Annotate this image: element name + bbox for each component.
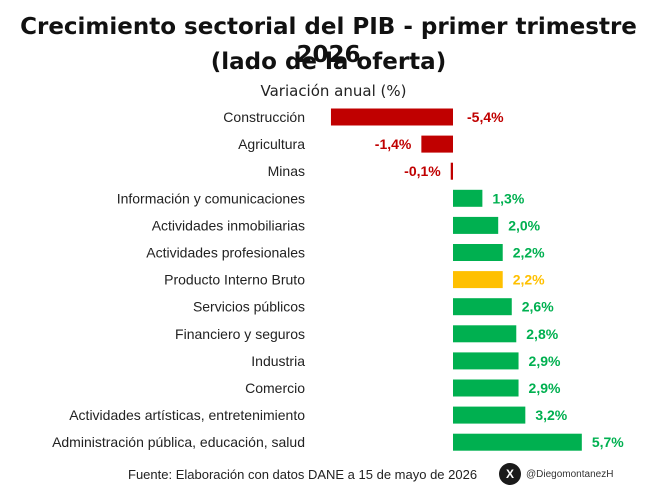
value-label: 1,3%: [492, 190, 524, 206]
category-label: Actividades profesionales: [146, 245, 305, 261]
category-label: Minas: [268, 163, 305, 179]
value-label: 2,6%: [522, 299, 554, 315]
bar: [453, 433, 582, 451]
category-label: Actividades inmobiliarias: [152, 217, 305, 233]
bar: [453, 189, 483, 207]
category-label: Industria: [251, 353, 305, 369]
value-label: 5,7%: [592, 434, 624, 450]
x-logo-icon: X: [499, 463, 521, 485]
value-label: 3,2%: [535, 407, 567, 423]
bar: [453, 271, 503, 289]
chart-title-line2: (lado de la oferta): [210, 49, 447, 75]
value-label: 2,9%: [529, 380, 561, 396]
category-label: Información y comunicaciones: [117, 190, 305, 206]
category-label: Construcción: [223, 109, 305, 125]
category-label: Comercio: [245, 380, 305, 396]
value-label: -0,1%: [404, 163, 441, 179]
category-label: Financiero y seguros: [175, 326, 305, 342]
source-note: Fuente: Elaboración con datos DANE a 15 …: [128, 467, 478, 482]
bar: [453, 244, 503, 261]
value-label: -1,4%: [375, 136, 412, 152]
category-label: Agricultura: [238, 136, 305, 152]
category-label: Actividades artísticas, entretenimiento: [69, 407, 305, 423]
value-label: 2,2%: [513, 245, 545, 261]
bar: [330, 108, 453, 126]
bar: [453, 406, 526, 424]
bar: [453, 352, 519, 370]
value-label: 2,8%: [526, 326, 558, 342]
value-label: 2,0%: [508, 217, 540, 233]
bar: [421, 135, 453, 153]
value-label: -5,4%: [467, 109, 504, 125]
category-label: Producto Interno Bruto: [164, 272, 305, 288]
chart-subtitle: Variación anual (%): [260, 82, 407, 100]
value-label: 2,9%: [529, 353, 561, 369]
bar: [453, 216, 499, 234]
social-handle: @DiegomontanezH: [526, 469, 614, 480]
chart-title-line1: Crecimiento sectorial del PIB - primer t…: [20, 14, 637, 68]
bar: [453, 325, 517, 343]
value-label: 2,2%: [513, 272, 545, 288]
bar: [453, 379, 519, 397]
bar: [453, 298, 512, 316]
category-label: Administración pública, educación, salud: [52, 434, 305, 450]
category-label: Servicios públicos: [193, 299, 305, 315]
bar: [450, 162, 453, 180]
